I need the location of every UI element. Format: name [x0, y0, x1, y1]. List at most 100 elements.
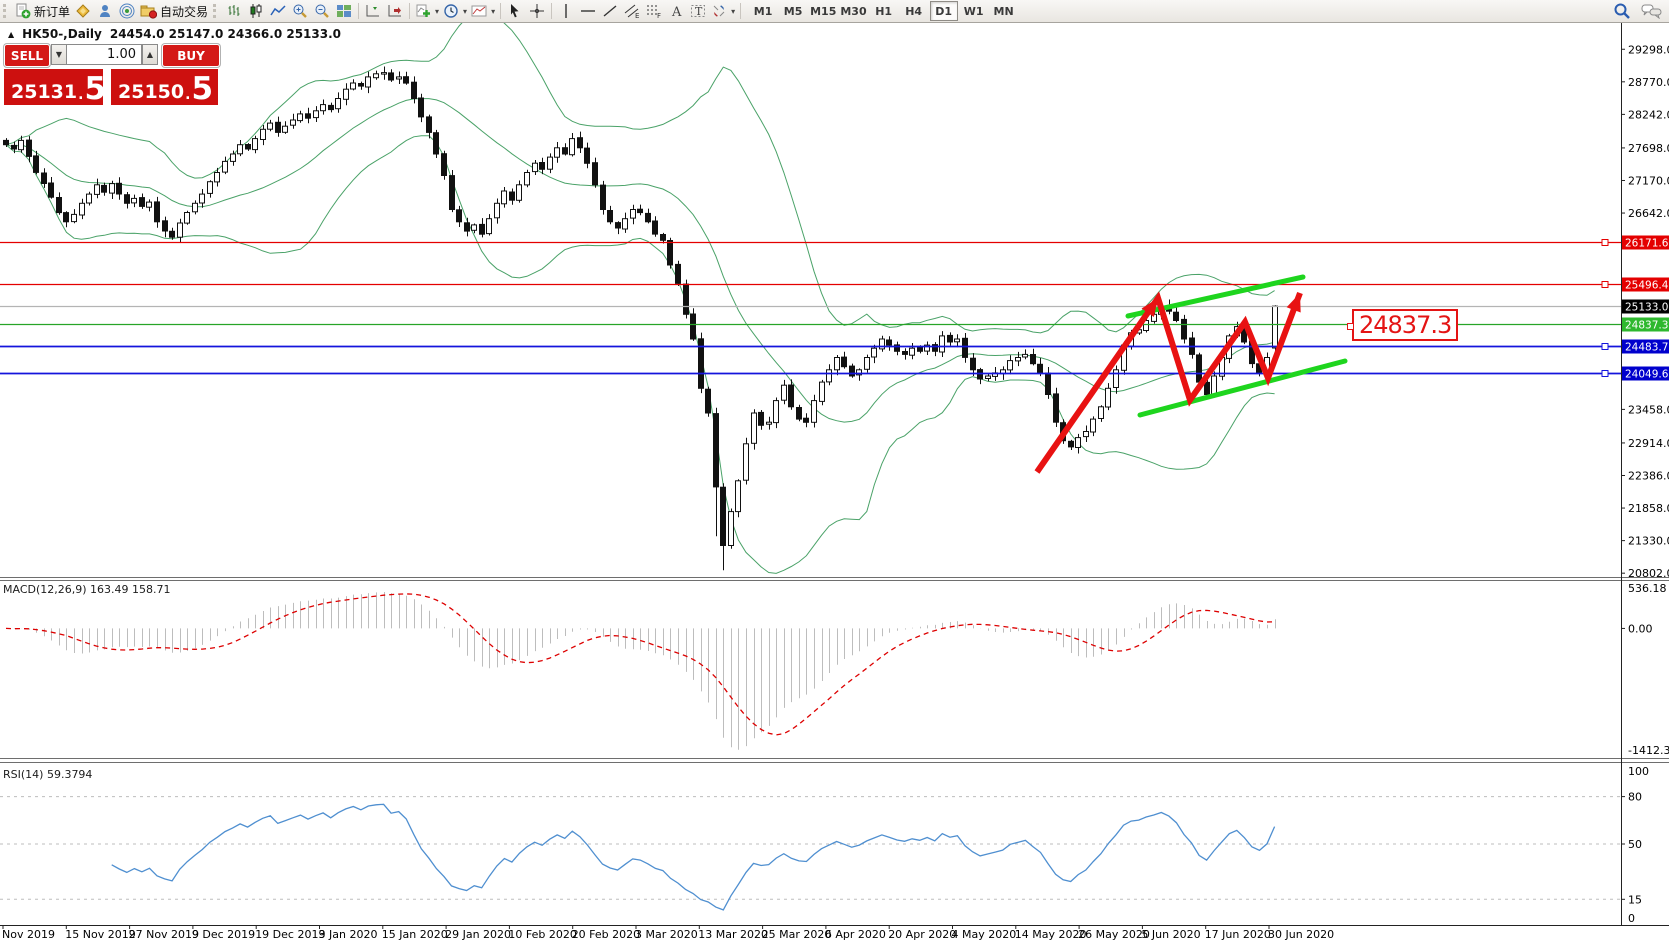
add-indicator-button[interactable]: ▾ — [413, 1, 441, 21]
line-handle[interactable] — [1601, 343, 1609, 350]
zoom-in-icon — [293, 4, 307, 18]
timeframe-m1-button[interactable]: M1 — [753, 4, 773, 18]
channel-upper-line[interactable] — [1125, 274, 1306, 319]
line-handle[interactable] — [1601, 281, 1609, 288]
toolbar-separator — [740, 3, 742, 19]
candle-bull — [1090, 418, 1096, 433]
candle-bear — [3, 139, 9, 146]
timeframe-h4-button[interactable]: H4 — [905, 4, 923, 18]
date-tick-label: 20 Apr 2020 — [888, 928, 956, 941]
periods-button[interactable]: ▾ — [441, 1, 469, 21]
autotrade-label: 自动交易 — [160, 4, 209, 19]
rsi-tick-label: 0 — [1628, 912, 1635, 925]
community-user-icon — [100, 5, 111, 17]
chart-autoscroll-button[interactable] — [384, 1, 406, 21]
price-tick-label: 29298.0 — [1628, 43, 1669, 56]
candle-bull — [532, 162, 538, 173]
candle-bull — [728, 511, 734, 547]
candle-bear — [388, 72, 394, 81]
buy-price-display[interactable]: 25150 . 5 — [111, 69, 218, 105]
text-label-tool-button[interactable]: T — [687, 1, 709, 21]
candle-bull — [622, 218, 628, 230]
candle-bear — [607, 210, 613, 223]
price-tick-label: 22914.0 — [1628, 437, 1669, 450]
bollinger-bands — [5, 10, 1275, 574]
price-tick-label: 28242.0 — [1628, 108, 1669, 121]
price-badge — [1622, 317, 1669, 332]
gold-seal-button[interactable] — [72, 1, 94, 21]
candlestick-chart-button[interactable] — [245, 1, 267, 21]
line-handle[interactable] — [1601, 239, 1609, 246]
sell-button[interactable]: SELL — [4, 44, 50, 67]
timeframe-mn-button[interactable]: MN — [993, 4, 1014, 18]
zoom-in-button[interactable] — [289, 1, 311, 21]
candle-bear — [690, 313, 696, 340]
arrow-objects-button[interactable]: ▾ — [709, 1, 737, 21]
bar-chart-button[interactable] — [223, 1, 245, 21]
tile-windows-button[interactable] — [333, 1, 355, 21]
volume-input[interactable]: 1.00 — [66, 44, 142, 65]
templates-button[interactable]: ▾ — [469, 1, 497, 21]
channel-lower-line[interactable] — [1137, 358, 1348, 418]
vertical-line-tool-button[interactable] — [555, 1, 577, 21]
candle-bear — [652, 220, 658, 235]
timeframe-w1-button[interactable]: W1 — [963, 4, 984, 18]
candle-bull — [109, 183, 115, 194]
candle-bear — [116, 182, 122, 195]
chart-shift-button[interactable] — [362, 1, 384, 21]
chat-icon[interactable] — [1641, 3, 1663, 19]
price-badge — [1622, 366, 1669, 381]
date-tick-label: 27 Nov 2019 — [129, 928, 199, 941]
sell-price-display[interactable]: 25131 . 5 — [4, 69, 106, 105]
candle-bull — [207, 181, 213, 194]
price-tick-label: 27170.0 — [1628, 174, 1669, 187]
timeframe-m15-button[interactable]: M15 — [810, 4, 837, 18]
autotrade-button[interactable]: 自动交易 — [138, 1, 210, 21]
text-icon: A — [671, 5, 682, 19]
cursor-tool-button[interactable] — [504, 1, 526, 21]
line-chart-button[interactable] — [267, 1, 289, 21]
candle-bull — [871, 347, 877, 358]
new-order-button[interactable]: 新订单 — [13, 1, 72, 21]
candle-bear — [698, 338, 704, 389]
price-annotation-box[interactable]: 24837.3 — [1346, 309, 1459, 341]
line-chart-icon — [270, 5, 286, 16]
chart-autoscroll-icon — [388, 5, 402, 17]
macd-tick-label: 0.00 — [1628, 622, 1653, 635]
text-tool-button[interactable]: A — [665, 1, 687, 21]
candle-bull — [735, 480, 741, 513]
candle-bull — [290, 119, 296, 126]
price-badge-label: 25133.0 — [1625, 302, 1668, 314]
candle-bull — [282, 125, 288, 133]
candle-bull — [819, 381, 825, 402]
zoom-out-button[interactable] — [311, 1, 333, 21]
volume-increase-button[interactable]: ▲ — [142, 44, 158, 65]
equidistant-channel-tool-button[interactable]: E — [621, 1, 643, 21]
price-tick-label: 21858.0 — [1628, 502, 1669, 515]
zigzag-arrow-line[interactable] — [1034, 291, 1303, 474]
timeframe-d1-button[interactable]: D1 — [929, 1, 958, 21]
community-button[interactable] — [94, 1, 116, 21]
crosshair-tool-button[interactable] — [526, 1, 548, 21]
bar-chart-icon — [228, 5, 240, 16]
candle-bull — [94, 184, 100, 195]
line-handle[interactable] — [1601, 370, 1609, 377]
price-tick-label: 22386.0 — [1628, 469, 1669, 482]
svg-text:A: A — [671, 5, 682, 19]
buy-button[interactable]: BUY — [162, 44, 220, 67]
timeframe-h1-button[interactable]: H1 — [875, 4, 893, 18]
date-tick-label: 15 Nov 2019 — [65, 928, 135, 941]
price-tick-label: 28770.0 — [1628, 76, 1669, 89]
search-icon[interactable] — [1613, 2, 1631, 20]
timeframe-m5-button[interactable]: M5 — [783, 4, 803, 18]
candle-bear — [705, 388, 711, 414]
timeframe-m30-button[interactable]: M30 — [840, 4, 867, 18]
candle-bull — [781, 384, 787, 401]
chart-shift-icon — [366, 5, 380, 17]
fibonacci-tool-button[interactable]: F — [643, 1, 665, 21]
trendline-tool-button[interactable] — [599, 1, 621, 21]
horizontal-line-tool-button[interactable] — [577, 1, 599, 21]
candle-bear — [720, 486, 726, 547]
signal-button[interactable] — [116, 1, 138, 21]
